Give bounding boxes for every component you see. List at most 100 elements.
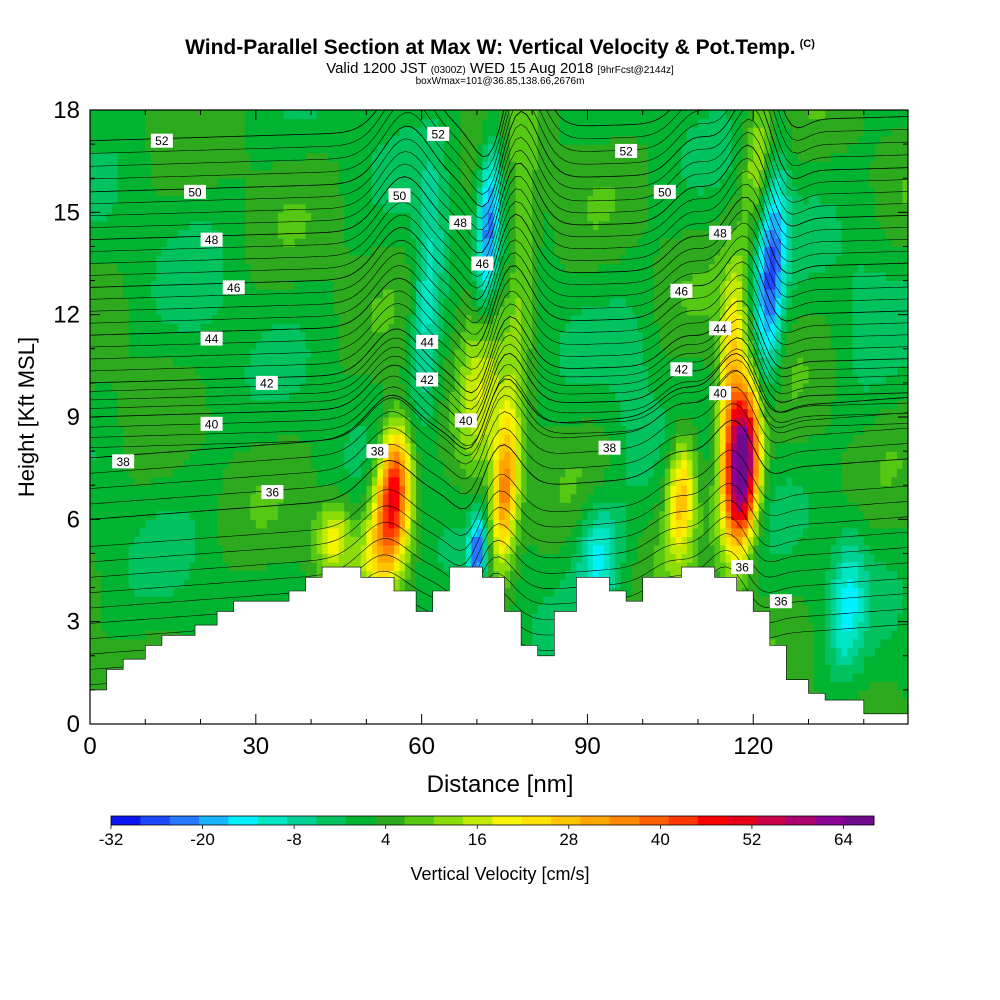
w-cell [427, 348, 434, 358]
w-cell [465, 331, 472, 341]
w-cell [344, 118, 351, 128]
w-cell [300, 579, 307, 589]
w-cell [123, 195, 130, 205]
w-cell [405, 382, 412, 393]
w-cell [128, 561, 135, 572]
w-cell [421, 314, 428, 324]
w-cell [454, 425, 461, 435]
w-cell [288, 502, 296, 512]
w-cell [206, 280, 213, 290]
w-cell [371, 459, 379, 469]
w-cell [322, 434, 329, 444]
w-cell [145, 323, 152, 333]
w-cell [217, 280, 224, 290]
w-cell [427, 272, 434, 282]
w-cell [266, 365, 273, 375]
w-cell [305, 229, 312, 239]
w-cell [333, 246, 340, 256]
w-cell [117, 630, 124, 640]
w-cell [427, 408, 434, 418]
w-cell [206, 587, 213, 597]
w-cell [443, 493, 450, 503]
w-cell [300, 561, 307, 572]
w-cell [327, 451, 334, 461]
w-cell [233, 118, 240, 128]
w-cell [123, 647, 130, 657]
w-cell [272, 544, 279, 555]
w-cell [90, 118, 97, 128]
w-cell [272, 178, 279, 188]
w-cell [360, 544, 367, 555]
w-cell [261, 161, 268, 171]
w-cell [228, 152, 235, 162]
w-cell [183, 417, 191, 427]
w-cell [349, 561, 356, 572]
w-cell [150, 613, 157, 623]
w-cell [106, 519, 113, 529]
w-cell [123, 544, 130, 555]
w-cell [410, 425, 417, 435]
w-cell [344, 254, 351, 265]
w-cell [250, 110, 257, 120]
w-cell [405, 152, 412, 162]
w-cell [244, 272, 251, 282]
w-cell [183, 408, 191, 418]
w-cell [311, 246, 318, 256]
w-cell [344, 161, 351, 171]
w-cell [189, 425, 196, 435]
w-cell [283, 297, 290, 307]
w-cell [305, 169, 312, 179]
w-cell [349, 289, 356, 299]
w-cell [134, 459, 141, 469]
w-cell [145, 638, 152, 648]
w-cell [421, 485, 428, 495]
w-cell [156, 587, 163, 597]
w-cell [217, 161, 224, 171]
w-cell [349, 306, 356, 316]
w-cell [250, 246, 257, 256]
w-cell [300, 110, 307, 120]
w-cell [283, 340, 290, 350]
w-cell [322, 519, 329, 529]
w-cell [139, 297, 146, 307]
w-cell [377, 425, 384, 435]
w-cell [206, 399, 213, 410]
w-cell [178, 451, 185, 461]
w-cell [438, 459, 445, 469]
w-cell [371, 178, 379, 188]
w-cell [410, 434, 417, 444]
w-cell [183, 229, 191, 239]
w-cell [244, 374, 251, 384]
w-cell [327, 468, 334, 478]
w-cell [161, 425, 168, 435]
w-cell [244, 417, 251, 427]
w-cell [410, 254, 417, 265]
w-cell [250, 212, 257, 222]
w-cell [150, 587, 157, 597]
w-cell [123, 638, 130, 648]
w-cell [300, 417, 307, 427]
w-cell [123, 621, 130, 631]
w-cell [183, 399, 191, 410]
w-cell [112, 425, 119, 435]
w-cell [305, 340, 312, 350]
w-cell [465, 451, 472, 461]
w-cell [161, 587, 168, 597]
w-cell [438, 195, 445, 205]
w-cell [377, 570, 384, 580]
w-cell [167, 212, 174, 222]
w-cell [432, 323, 439, 333]
w-cell [222, 127, 229, 137]
w-cell [172, 442, 180, 452]
w-cell [300, 306, 307, 316]
w-cell [283, 510, 290, 520]
w-cell [200, 152, 207, 162]
w-cell [250, 553, 257, 563]
w-cell [327, 365, 334, 375]
w-cell [327, 289, 334, 299]
w-cell [101, 118, 108, 128]
w-cell [106, 664, 113, 674]
w-cell [294, 459, 301, 469]
w-cell [322, 152, 329, 162]
w-cell [344, 374, 351, 384]
